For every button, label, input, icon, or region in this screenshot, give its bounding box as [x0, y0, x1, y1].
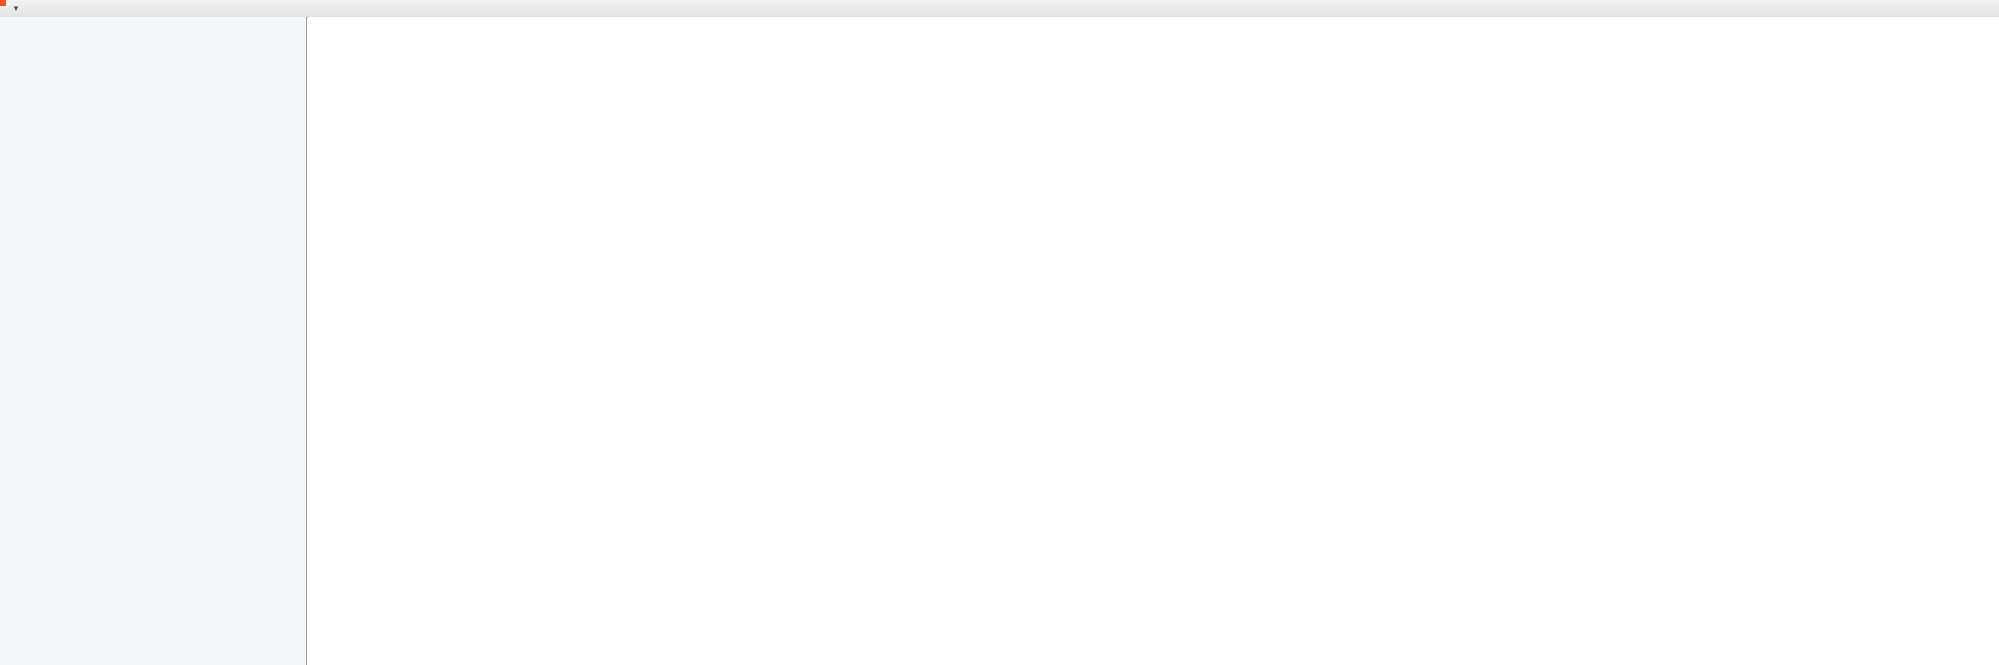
- track-label-pane: [0, 17, 307, 665]
- triangle-down-icon[interactable]: ▼: [12, 3, 20, 13]
- process-header[interactable]: ▼: [0, 0, 1999, 18]
- timeline-pane[interactable]: [308, 17, 1999, 665]
